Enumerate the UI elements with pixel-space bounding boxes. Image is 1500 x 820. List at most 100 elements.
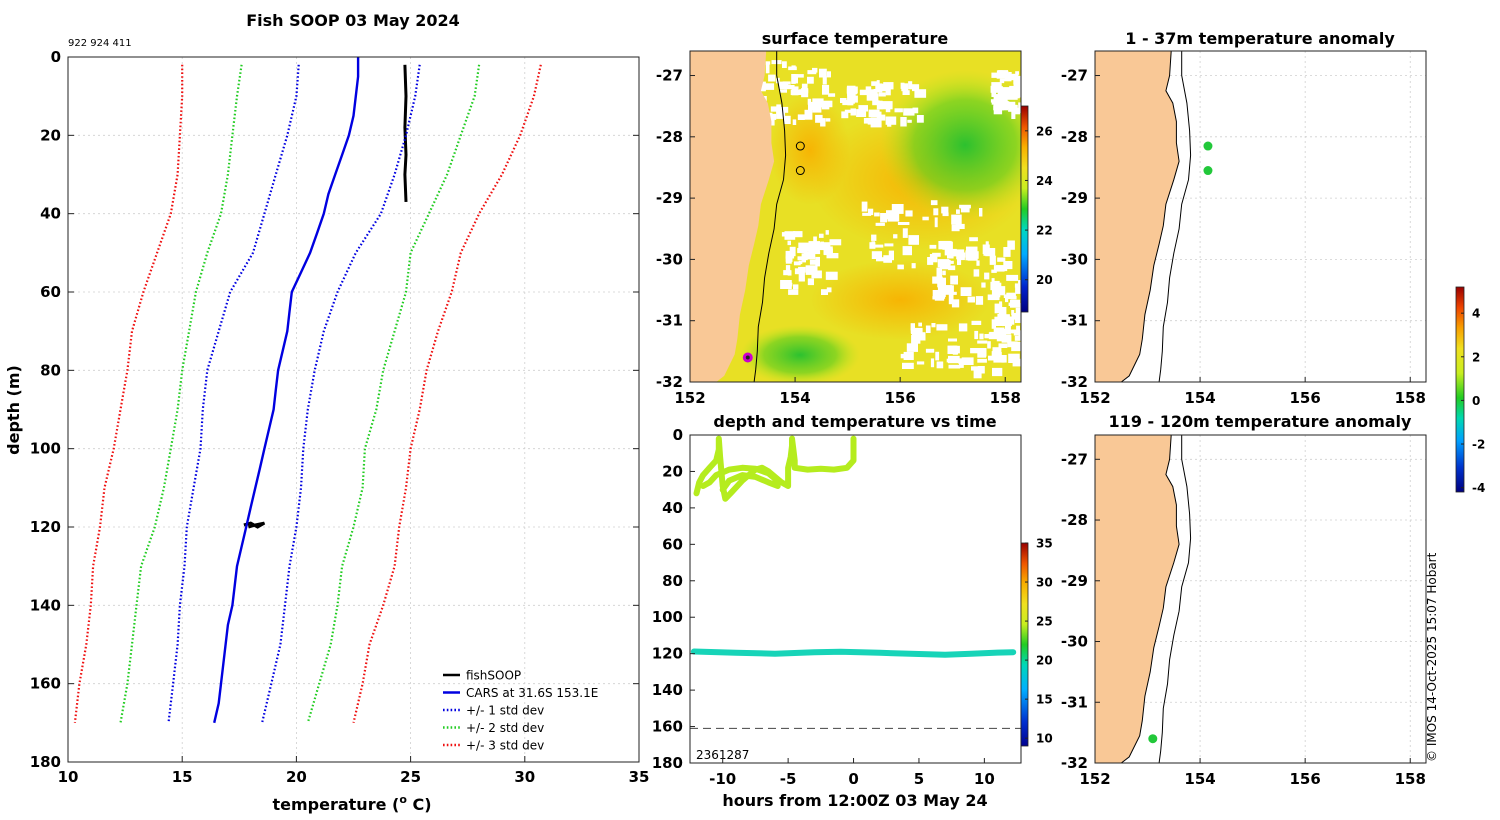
cloud-pixel xyxy=(801,277,805,281)
cloud-pixel xyxy=(873,89,878,96)
colorbar-tick-label: 30 xyxy=(1036,576,1053,590)
cloud-pixel xyxy=(1011,105,1018,112)
x-tick-label: -10 xyxy=(709,770,736,788)
cloud-pixel xyxy=(996,332,1007,342)
cloud-pixel xyxy=(958,323,968,332)
cloud-pixel xyxy=(783,115,791,124)
sst-colorbar: 20 22 24 26 xyxy=(1020,105,1053,313)
cloud-pixel xyxy=(885,116,897,125)
cloud-pixel xyxy=(1018,280,1021,287)
cloud-pixel xyxy=(971,366,980,371)
legend-label: CARS at 31.6S 153.1E xyxy=(466,686,598,700)
x-tick-label: 25 xyxy=(400,768,421,786)
cloud-pixel xyxy=(787,240,791,246)
cloud-pixel xyxy=(804,109,813,120)
land xyxy=(1095,51,1180,382)
cloud-pixel xyxy=(925,348,935,353)
colorbar-tick-label: 20 xyxy=(1036,273,1053,287)
shelf-contour xyxy=(1158,435,1192,763)
profile-series xyxy=(73,57,542,724)
cloud-pixel xyxy=(798,266,806,273)
y-tick-label: -28 xyxy=(656,128,683,146)
cloud-pixel xyxy=(918,322,922,327)
cloud-pixel xyxy=(929,244,937,249)
cloud-pixel xyxy=(973,368,982,379)
cloud-pixel xyxy=(798,271,805,282)
cloud-pixel xyxy=(784,231,796,240)
colorbar-tick-label: 0 xyxy=(1472,394,1480,408)
cloud-pixel xyxy=(930,200,938,206)
x-tick-label: 156 xyxy=(1290,389,1321,407)
profile-panel: Fish SOOP 03 May 2024 922 924 411 10 15 20… xyxy=(4,11,649,814)
cloud-pixel xyxy=(815,114,823,123)
y-tick-label: 160 xyxy=(30,675,61,693)
cloud-pixel xyxy=(977,353,986,358)
cloud-pixel xyxy=(979,208,983,217)
cloud-pixel xyxy=(871,234,877,241)
cloud-pixel xyxy=(1018,330,1021,337)
cloud-pixel xyxy=(997,257,1006,262)
y-tick-label: 20 xyxy=(662,462,683,480)
anom-shallow-panel: 1 - 37m temperature anomaly 152 154 156 158… xyxy=(1061,29,1427,407)
cloud-pixel xyxy=(812,250,821,255)
x-tick-label: 154 xyxy=(1184,389,1215,407)
cloud-pixel xyxy=(883,82,894,90)
cloud-pixel xyxy=(776,109,785,119)
cloud-pixel xyxy=(934,217,938,228)
cloud-pixel xyxy=(994,94,1000,103)
profile-axes-frame xyxy=(67,56,640,763)
cloud-pixel xyxy=(988,332,999,340)
cloud-pixel xyxy=(995,265,1008,272)
sst-panel: surface temperature 152 154 156 158 -27 -28 -2… xyxy=(656,29,1053,407)
cloud-pixel xyxy=(858,105,868,112)
cloud-pixel xyxy=(984,334,990,339)
cloud-pixel xyxy=(876,257,886,262)
cloud-pixel xyxy=(828,93,836,97)
cloud-pixel xyxy=(765,61,771,65)
cloud-pixel xyxy=(794,74,804,78)
cloud-pixel xyxy=(994,303,1003,314)
cloud-pixel xyxy=(902,362,914,369)
cloud-pixel xyxy=(762,83,775,90)
cloud-pixel xyxy=(977,340,988,344)
timeseries-title: depth and temperature vs time xyxy=(713,412,996,431)
station-marker xyxy=(795,141,805,151)
cloud-pixel xyxy=(1015,286,1021,294)
cloud-pixel xyxy=(781,232,785,237)
cloud-pixel xyxy=(912,107,919,114)
x-tick-label: 10 xyxy=(58,768,79,786)
y-tick-label: -29 xyxy=(656,189,683,207)
cloud-pixel xyxy=(925,325,931,333)
cloud-pixel xyxy=(942,270,946,276)
cloud-pixel xyxy=(808,249,815,256)
cloud-pixel xyxy=(997,88,1006,96)
cloud-pixel xyxy=(889,82,893,88)
cloud-pixel xyxy=(974,330,979,340)
y-tick-label: 120 xyxy=(30,518,61,536)
cloud-pixel xyxy=(927,257,934,265)
cloud-pixel xyxy=(768,74,776,82)
y-tick-label: 160 xyxy=(652,718,683,736)
cloud-pixel xyxy=(903,108,915,116)
cloud-pixel xyxy=(977,358,987,363)
position-marker-center xyxy=(745,355,750,360)
cloud-pixel xyxy=(910,323,915,331)
cloud-pixel xyxy=(997,352,1002,361)
cloud-pixel xyxy=(933,208,939,216)
cloud-pixel xyxy=(797,256,808,261)
cloud-pixel xyxy=(955,223,965,229)
series-line xyxy=(243,521,266,529)
cloud-pixel xyxy=(953,249,965,257)
cloud-pixel xyxy=(902,228,908,238)
sst-ticks: 152 154 156 158 -27 -28 -29 -30 -31 -32 xyxy=(656,67,1021,407)
cloud-pixel xyxy=(945,259,951,266)
cloud-pixel xyxy=(992,86,1003,91)
y-tick-label: -32 xyxy=(656,373,683,391)
cloud-pixel xyxy=(914,89,927,98)
profile-grid xyxy=(68,57,639,762)
colorbar-tick-label: 25 xyxy=(1036,615,1053,629)
cloud-pixel xyxy=(948,265,956,271)
timeseries-plot xyxy=(690,435,1021,729)
series-line xyxy=(403,64,408,202)
